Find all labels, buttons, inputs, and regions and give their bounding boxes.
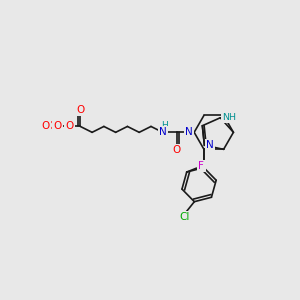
Text: N: N — [159, 127, 166, 137]
Text: O: O — [172, 145, 181, 155]
Text: N: N — [206, 140, 214, 150]
Text: N: N — [185, 127, 193, 137]
Text: O: O — [54, 122, 62, 131]
Text: O: O — [42, 122, 50, 131]
Text: NH: NH — [222, 113, 236, 122]
Text: Cl: Cl — [179, 212, 190, 222]
Text: F: F — [199, 161, 204, 171]
Text: O: O — [65, 122, 74, 131]
Text: H: H — [161, 121, 168, 130]
Text: O: O — [76, 105, 84, 115]
Text: O: O — [49, 122, 57, 131]
